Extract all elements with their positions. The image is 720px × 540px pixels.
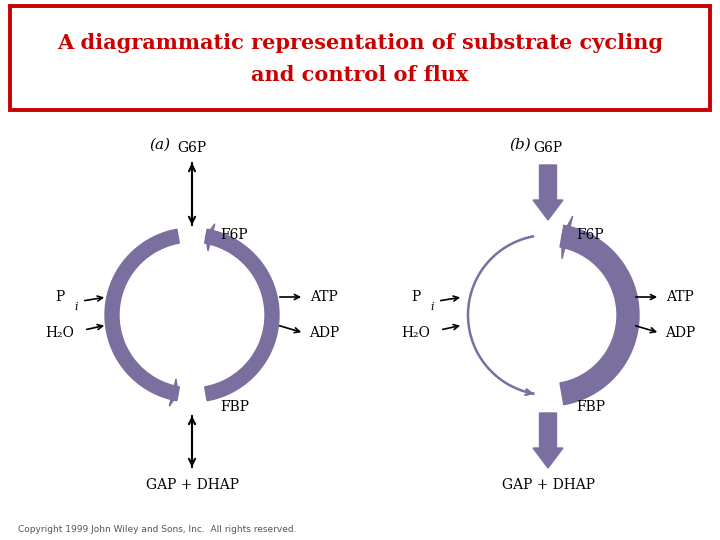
Text: F6P: F6P [220, 228, 248, 242]
Text: and control of flux: and control of flux [251, 65, 469, 85]
FancyArrow shape [533, 165, 563, 220]
Text: ATP: ATP [310, 290, 338, 304]
Text: (b): (b) [509, 138, 531, 152]
Polygon shape [560, 225, 639, 404]
Text: Copyright 1999 John Wiley and Sons, Inc.  All rights reserved.: Copyright 1999 John Wiley and Sons, Inc.… [18, 525, 297, 535]
Text: GAP + DHAP: GAP + DHAP [145, 478, 238, 492]
Text: ATP: ATP [666, 290, 694, 304]
Polygon shape [204, 230, 279, 401]
Text: F6P: F6P [576, 228, 603, 242]
Text: (a): (a) [150, 138, 171, 152]
Text: A diagrammatic representation of substrate cycling: A diagrammatic representation of substra… [57, 33, 663, 53]
Polygon shape [105, 230, 179, 401]
Text: H₂O: H₂O [45, 326, 74, 340]
Text: G6P: G6P [177, 141, 207, 155]
Text: i: i [431, 302, 433, 312]
Polygon shape [562, 216, 572, 259]
FancyBboxPatch shape [10, 6, 710, 110]
Text: FBP: FBP [576, 400, 605, 414]
Polygon shape [169, 379, 178, 406]
Text: P: P [55, 290, 65, 304]
Text: ADP: ADP [309, 326, 339, 340]
Text: ADP: ADP [665, 326, 695, 340]
Text: GAP + DHAP: GAP + DHAP [502, 478, 595, 492]
Text: i: i [74, 302, 78, 312]
Text: P: P [411, 290, 420, 304]
Text: G6P: G6P [534, 141, 562, 155]
FancyArrow shape [533, 413, 563, 468]
Text: H₂O: H₂O [402, 326, 431, 340]
Text: FBP: FBP [220, 400, 249, 414]
Polygon shape [206, 224, 215, 251]
